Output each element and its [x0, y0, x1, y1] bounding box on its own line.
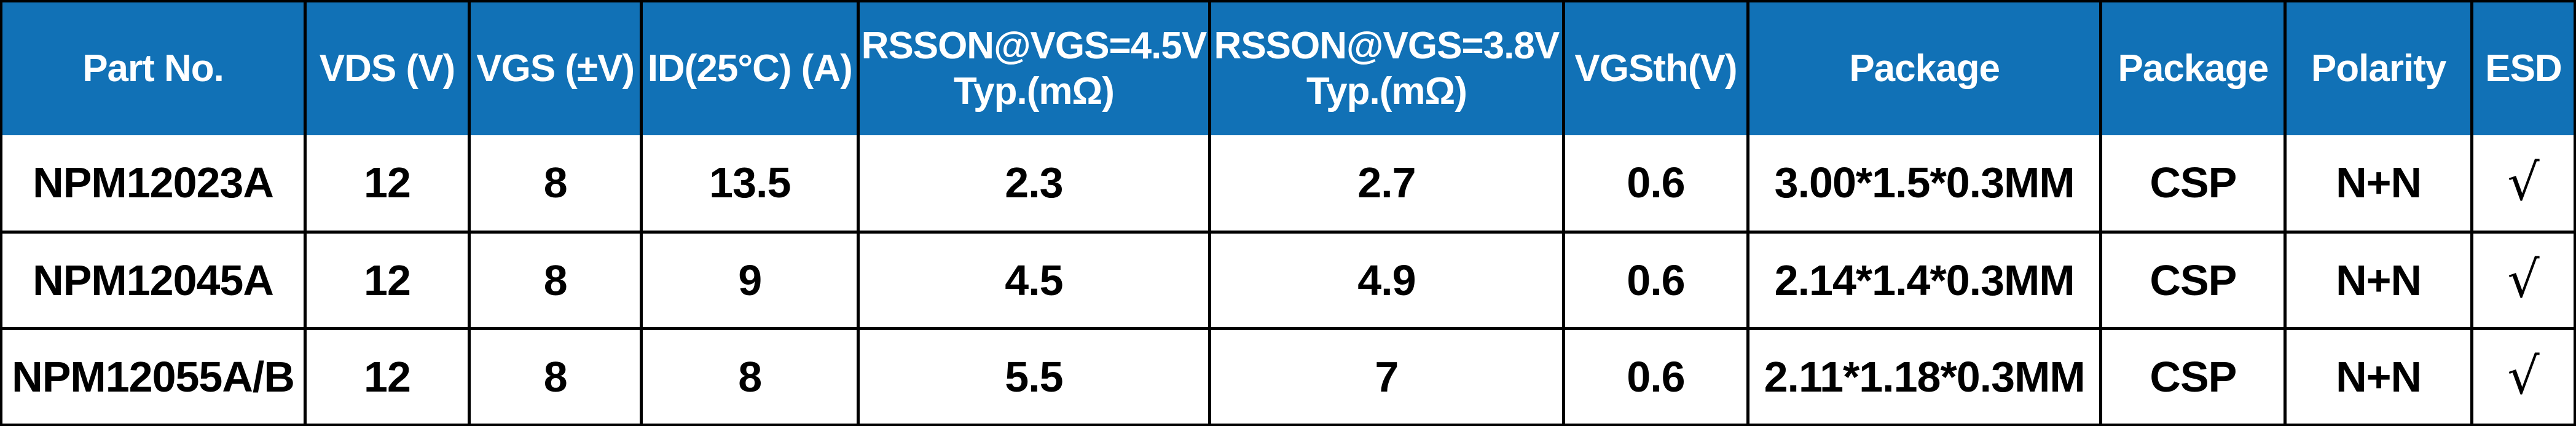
cell-rsson-4v5: 4.5	[857, 230, 1210, 328]
cell-polarity: N+N	[2283, 326, 2472, 425]
cell-package-size: 2.14*1.4*0.3MM	[1746, 230, 2101, 328]
table-row: NPM12055A/B 12 8 8 5.5 7 0.6 2.11*1.18*0…	[1, 326, 2575, 425]
cell-part-no: NPM12055A/B	[1, 326, 305, 425]
cell-part-no: NPM12023A	[1, 135, 305, 232]
col-header-label: ID(25°C) (A)	[647, 47, 853, 90]
cell-polarity: N+N	[2283, 135, 2472, 232]
cell-rsson-3v8: 2.7	[1208, 135, 1564, 232]
col-header-label: ESD	[2485, 47, 2562, 90]
cell-id-25c: 9	[640, 230, 858, 328]
cell-part-no: NPM12045A	[1, 230, 305, 328]
cell-esd-checkmark: √	[2470, 230, 2575, 328]
cell-package-size: 3.00*1.5*0.3MM	[1746, 135, 2101, 232]
col-header-label: VGS (±V)	[476, 47, 635, 90]
table-header: Part No. VDS (V) VGS (±V) ID(25°C) (A) R…	[1, 1, 2575, 135]
cell-vgs: 8	[467, 135, 642, 232]
cell-id-25c: 13.5	[640, 135, 858, 232]
col-header-sublabel: Typ.(mΩ)	[1306, 70, 1467, 112]
col-header-package-type: Package	[2099, 1, 2285, 135]
cell-id-25c: 8	[640, 326, 858, 425]
col-header-label: Package	[2118, 47, 2269, 90]
col-header-label: RSSON@VGS=4.5V	[861, 24, 1208, 67]
col-header-part-no: Part No.	[1, 1, 305, 135]
cell-vgsth: 0.6	[1562, 230, 1748, 328]
col-header-label: Polarity	[2311, 47, 2446, 90]
col-header-label: Part No.	[82, 47, 224, 90]
cell-esd-checkmark: √	[2470, 135, 2575, 232]
cell-vds: 12	[304, 230, 469, 328]
table-row: NPM12045A 12 8 9 4.5 4.9 0.6 2.14*1.4*0.…	[1, 230, 2575, 328]
col-header-rsson-3v8: RSSON@VGS=3.8V Typ.(mΩ)	[1208, 1, 1564, 135]
cell-package-type: CSP	[2099, 230, 2285, 328]
col-header-esd: ESD	[2470, 1, 2575, 135]
col-header-label: VDS (V)	[319, 47, 455, 90]
col-header-polarity: Polarity	[2283, 1, 2472, 135]
cell-esd-checkmark: √	[2470, 326, 2575, 425]
cell-rsson-4v5: 2.3	[857, 135, 1210, 232]
col-header-label: RSSON@VGS=3.8V	[1214, 24, 1560, 67]
col-header-rsson-4v5: RSSON@VGS=4.5V Typ.(mΩ)	[857, 1, 1210, 135]
cell-package-type: CSP	[2099, 135, 2285, 232]
col-header-id-25c: ID(25°C) (A)	[640, 1, 858, 135]
cell-vds: 12	[304, 135, 469, 232]
cell-polarity: N+N	[2283, 230, 2472, 328]
col-header-vgs: VGS (±V)	[467, 1, 642, 135]
cell-vgsth: 0.6	[1562, 135, 1748, 232]
col-header-label: Package	[1849, 47, 2000, 90]
header-row: Part No. VDS (V) VGS (±V) ID(25°C) (A) R…	[1, 1, 2575, 135]
col-header-sublabel: Typ.(mΩ)	[953, 70, 1115, 112]
cell-rsson-4v5: 5.5	[857, 326, 1210, 425]
col-header-package-size: Package	[1746, 1, 2101, 135]
cell-vgsth: 0.6	[1562, 326, 1748, 425]
cell-rsson-3v8: 7	[1208, 326, 1564, 425]
cell-package-size: 2.11*1.18*0.3MM	[1746, 326, 2101, 425]
table-body: NPM12023A 12 8 13.5 2.3 2.7 0.6 3.00*1.5…	[1, 135, 2575, 425]
col-header-vds: VDS (V)	[304, 1, 469, 135]
cell-rsson-3v8: 4.9	[1208, 230, 1564, 328]
cell-package-type: CSP	[2099, 326, 2285, 425]
cell-vgs: 8	[467, 326, 642, 425]
table-row: NPM12023A 12 8 13.5 2.3 2.7 0.6 3.00*1.5…	[1, 135, 2575, 232]
col-header-vgsth: VGSth(V)	[1562, 1, 1748, 135]
cell-vds: 12	[304, 326, 469, 425]
cell-vgs: 8	[467, 230, 642, 328]
col-header-label: VGSth(V)	[1574, 47, 1737, 90]
